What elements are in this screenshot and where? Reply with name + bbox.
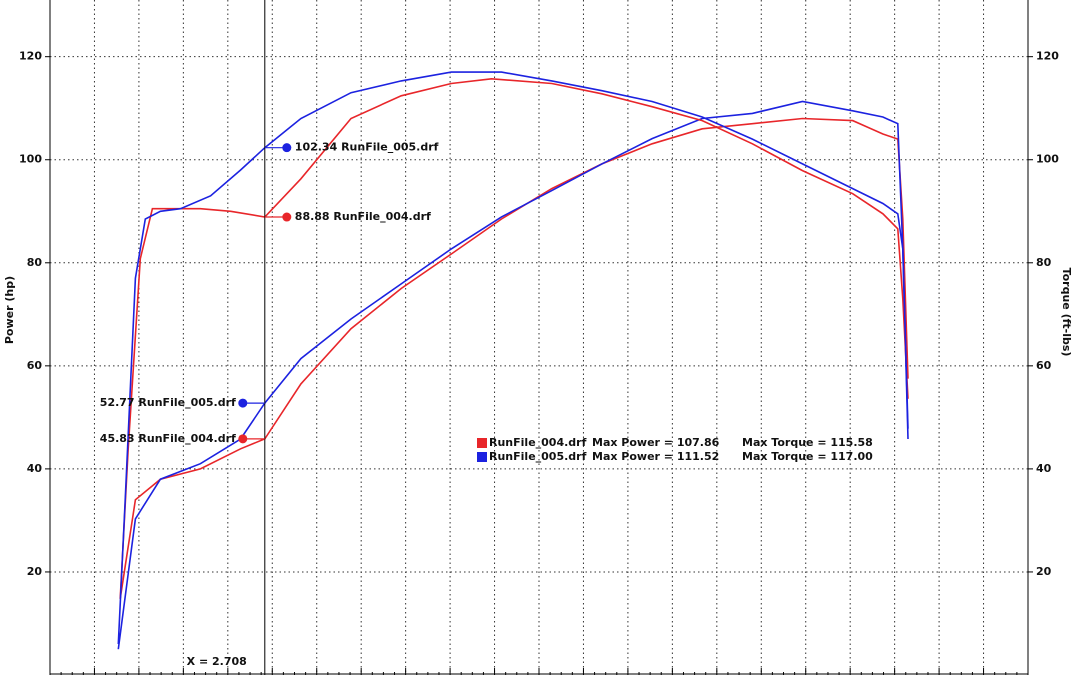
y-tick-label: 120 (19, 50, 42, 63)
cursor-label: X = 2.708 (187, 655, 247, 668)
readout-label: 88.88 RunFile_004.drf (295, 210, 431, 223)
power-torque-line (117, 100, 909, 650)
y2-tick-label: 20 (1036, 565, 1052, 578)
legend-name: RunFile_005.drf (489, 450, 587, 463)
y2-tick-label: 60 (1036, 359, 1052, 372)
y2-tick-label: 80 (1036, 256, 1052, 269)
power-torque-line (117, 71, 909, 645)
y-tick-label: 40 (27, 462, 43, 475)
legend-max-power: Max Power = 107.86 (592, 436, 720, 449)
y2-axis-label: Torque (ft-lbs) (1060, 268, 1073, 357)
legend-max-torque: Max Torque = 117.00 (742, 450, 873, 463)
legend-name: RunFile_004.drf (489, 436, 587, 449)
y2-tick-label: 40 (1036, 462, 1052, 475)
y-tick-label: 100 (19, 153, 42, 166)
readout-label: 45.83 RunFile_004.drf (100, 432, 236, 445)
legend-max-torque: Max Torque = 115.58 (742, 436, 873, 449)
y-axis-label: Power (hp) (3, 276, 16, 344)
y-tick-label: 80 (27, 256, 43, 269)
power-torque-line (119, 117, 909, 599)
y2-tick-label: 100 (1036, 153, 1059, 166)
readout-marker (282, 143, 292, 153)
y-tick-label: 20 (27, 565, 43, 578)
y2-tick-label: 120 (1036, 50, 1059, 63)
legend-swatch (477, 452, 487, 462)
power-torque-line (119, 77, 909, 599)
legend-max-power: Max Power = 111.52 (592, 450, 719, 463)
readout-marker (282, 212, 292, 222)
readout-marker (238, 398, 248, 408)
readout-label: 52.77 RunFile_005.drf (100, 396, 236, 409)
y-tick-label: 60 (27, 359, 43, 372)
legend-swatch (477, 438, 487, 448)
readout-marker (238, 434, 248, 444)
readout-label: 102.34 RunFile_005.drf (295, 141, 439, 154)
